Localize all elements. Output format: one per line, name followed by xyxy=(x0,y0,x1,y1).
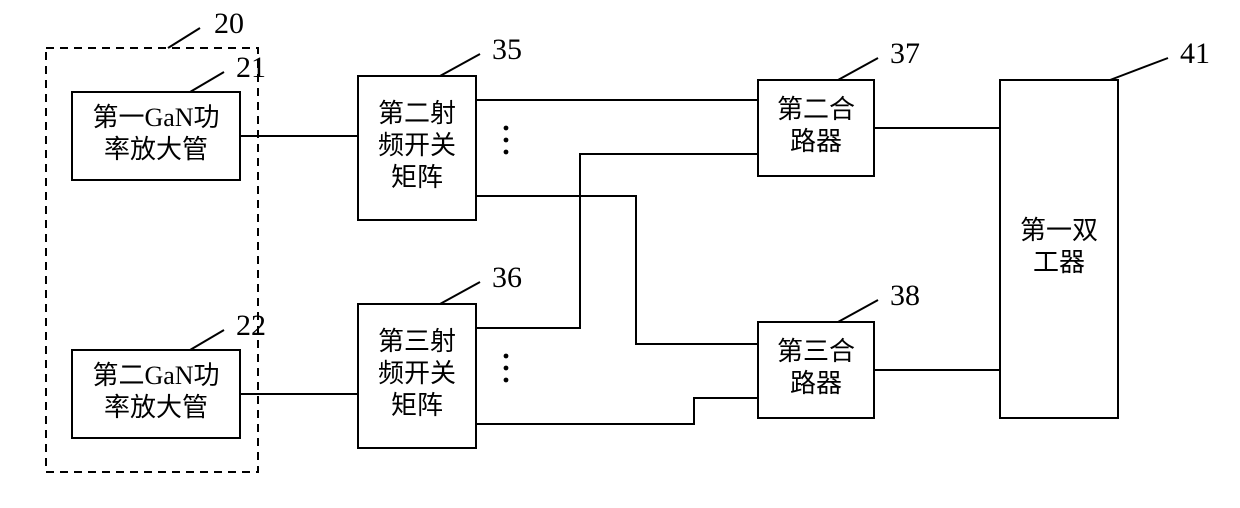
leader-dup1 xyxy=(1110,58,1168,80)
block-sw2-label-2: 矩阵 xyxy=(391,163,443,192)
leader-comb2 xyxy=(838,58,878,80)
wire-4 xyxy=(476,154,758,328)
block-dup1-label-0: 第一双 xyxy=(1020,216,1098,245)
wire-5 xyxy=(476,398,758,424)
ellipsis-0-dot-1 xyxy=(504,138,509,143)
ellipsis-1-dot-1 xyxy=(504,366,509,371)
leader-comb3 xyxy=(838,300,878,322)
refnum-20: 20 xyxy=(214,7,244,40)
block-comb2-label-0: 第二合 xyxy=(777,95,855,124)
block-amp1-label-1: 率放大管 xyxy=(104,135,208,164)
block-amp1-label-0: 第一GaN功 xyxy=(92,103,219,132)
block-sw3-label-0: 第三射 xyxy=(378,327,456,356)
refnum-amp2: 22 xyxy=(236,309,266,342)
refnum-comb3: 38 xyxy=(890,279,920,312)
refnum-comb2: 37 xyxy=(890,37,920,70)
leader-20 xyxy=(168,28,200,48)
refnum-sw2: 35 xyxy=(492,33,522,66)
refnum-sw3: 36 xyxy=(492,261,522,294)
block-amp2-label-1: 率放大管 xyxy=(104,393,208,422)
block-sw2-label-1: 频开关 xyxy=(378,131,456,160)
block-sw3-label-2: 矩阵 xyxy=(391,391,443,420)
block-amp2-label-0: 第二GaN功 xyxy=(92,361,219,390)
leader-sw2 xyxy=(440,54,480,76)
ellipsis-1-dot-2 xyxy=(504,378,509,383)
block-dup1-label-1: 工器 xyxy=(1033,248,1085,277)
refnum-amp1: 21 xyxy=(236,51,266,84)
refnum-dup1: 41 xyxy=(1180,37,1210,70)
block-comb3-label-1: 路器 xyxy=(790,369,842,398)
ellipsis-0-dot-0 xyxy=(504,126,509,131)
block-sw3-label-1: 频开关 xyxy=(378,359,456,388)
ellipsis-1-dot-0 xyxy=(504,354,509,359)
ellipsis-0-dot-2 xyxy=(504,150,509,155)
leader-amp1 xyxy=(190,72,224,92)
leader-sw3 xyxy=(440,282,480,304)
block-comb3-label-0: 第三合 xyxy=(777,337,855,366)
block-sw2-label-0: 第二射 xyxy=(378,99,456,128)
leader-amp2 xyxy=(190,330,224,350)
block-comb2-label-1: 路器 xyxy=(790,127,842,156)
